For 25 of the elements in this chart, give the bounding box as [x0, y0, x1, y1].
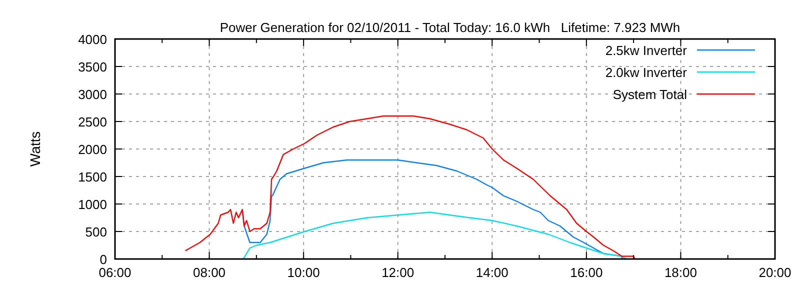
y-tick-label: 3000 — [78, 87, 107, 102]
x-tick-label: 10:00 — [287, 265, 320, 280]
y-tick-label: 2500 — [78, 114, 107, 130]
y-tick-label: 2000 — [78, 142, 107, 157]
legend-label: System Total — [612, 87, 688, 102]
y-tick-label: 1000 — [78, 197, 107, 212]
legend-label: 2.0kw Inverter — [605, 65, 688, 80]
x-tick-label: 16:00 — [570, 265, 603, 280]
y-tick-label: 1500 — [78, 170, 107, 184]
chart-title: Power Generation for 02/10/2011 - Total Today: 16.0 kWh Lifetime: 7.923 MWh — [220, 20, 680, 35]
y-tick-label: 4000 — [78, 32, 107, 47]
line-series — [184, 115, 636, 260]
y-tick-label: 500 — [85, 224, 107, 240]
line-series — [242, 212, 628, 260]
x-tick-label: 08:00 — [193, 265, 226, 280]
x-tick-label: 20:00 — [758, 265, 792, 280]
x-tick-label: 12:00 — [382, 265, 414, 280]
legend-label: 2.5kw Inverter — [605, 43, 688, 58]
y-axis-title: Watts — [27, 131, 43, 167]
line-series — [242, 159, 623, 260]
x-tick-label: 06:00 — [98, 265, 132, 280]
y-tick-label: 0 — [100, 252, 107, 267]
y-tick-label: 3500 — [78, 60, 107, 74]
x-tick-label: 18:00 — [664, 265, 697, 280]
x-tick-label: 14:00 — [476, 265, 508, 280]
